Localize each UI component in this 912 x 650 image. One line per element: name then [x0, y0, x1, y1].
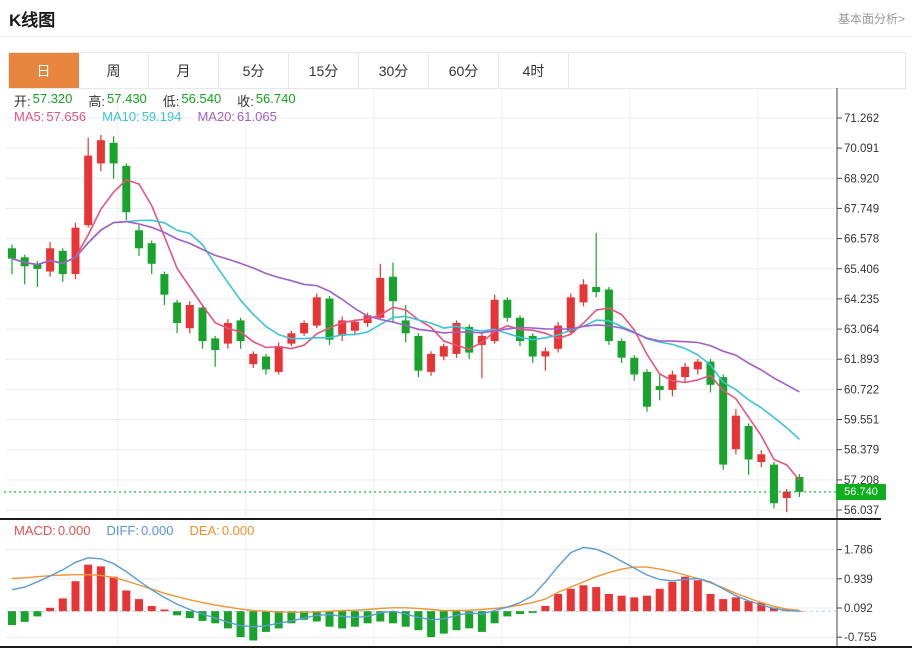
legend-label-open: 开: [14, 94, 31, 109]
tab-月[interactable]: 月 [149, 53, 219, 88]
legend-value-low: 56.540 [181, 91, 222, 106]
macd-legend: MACD: 0.000 DIFF: 0.000 DEA: 0.000 [14, 523, 254, 538]
timeframe-tab-bar: 日周月 5分 15分 30分 60分 4时 [8, 52, 906, 89]
ma-legend: MA5: 57.656 MA10: 59.194 MA20: 61.065 [14, 109, 277, 124]
legend-value-ma20: 61.065 [237, 109, 277, 124]
current-price-badge: 56.740 [836, 484, 886, 500]
ma20-line [11, 220, 800, 393]
dea-line [11, 566, 800, 613]
legend-value-open: 57.320 [32, 91, 73, 106]
tab-5分[interactable]: 5分 [219, 53, 289, 88]
legend-item-high: 高: 57.430 [88, 91, 146, 110]
axis-tick-label: 59.551 [844, 415, 879, 427]
legend-item-ma20: MA20: 61.065 [197, 109, 276, 124]
legend-item-diff: DIFF: 0.000 [106, 523, 173, 538]
axis-tick-label: 56.037 [844, 505, 879, 517]
legend-item-macd: MACD: 0.000 [14, 523, 90, 538]
grid-lines [6, 90, 836, 645]
legend-item-ma5: MA5: 57.656 [14, 109, 86, 124]
legend-label-high: 高: [88, 94, 106, 109]
axis-tick-label: 61.893 [844, 354, 879, 366]
legend-value-macd: 0.000 [57, 523, 91, 538]
y-axis: 71.262 70.091 68.920 67.749 66.578 65.406 64.2… [0, 88, 912, 648]
legend-label-diff: DIFF: [106, 523, 139, 538]
axis-tick-label: 68.920 [844, 173, 879, 185]
legend-item-ma10: MA10: 59.194 [102, 109, 181, 124]
ma10-line [11, 219, 800, 440]
candlesticks [8, 135, 804, 513]
tab-4时[interactable]: 4时 [499, 53, 569, 88]
legend-value-ma5: 57.656 [46, 109, 87, 124]
tab-15分[interactable]: 15分 [289, 53, 359, 88]
axis-tick-label: 57.208 [844, 475, 879, 487]
legend-item-low: 低: 56.540 [163, 91, 221, 110]
kline-chart-canvas[interactable]: 71.262 70.091 68.920 67.749 66.578 65.406 64.2… [0, 88, 912, 650]
legend-label-ma20: MA20: [197, 109, 236, 124]
legend-value-ma10: 59.194 [141, 109, 182, 124]
page-title: K线图 [9, 11, 56, 30]
legend-label-ma5: MA5: [14, 109, 45, 124]
axis-tick-label: 70.091 [844, 143, 879, 155]
axis-tick-label: 65.406 [844, 264, 879, 276]
axis-tick-label: 71.262 [844, 113, 879, 125]
legend-value-diff: 0.000 [140, 523, 174, 538]
macd-panel [6, 546, 836, 641]
tab-日[interactable]: 日 [9, 53, 79, 88]
legend-item-close: 收: 56.740 [237, 91, 295, 110]
legend-label-low: 低: [162, 94, 180, 109]
axis-tick-label: 1.786 [844, 545, 873, 557]
axis-tick-label: 58.379 [844, 445, 879, 457]
tab-周[interactable]: 周 [79, 53, 149, 88]
axis-tick-label: 66.578 [844, 234, 879, 246]
axis-tick-label: 64.235 [844, 294, 879, 306]
axis-tick-label: 67.749 [844, 203, 879, 215]
ohlc-legend: 开: 57.320 高: 57.430 低: 56.540 收: 56.740 [14, 91, 296, 110]
diff-line [11, 546, 800, 628]
ma5-line [11, 178, 801, 481]
legend-label-macd: MACD: [14, 523, 56, 538]
tab-60分[interactable]: 60分 [429, 53, 499, 88]
tab-30分[interactable]: 30分 [359, 53, 429, 88]
legend-value-dea: 0.000 [221, 523, 255, 538]
chart-area: 71.262 70.091 68.920 67.749 66.578 65.406 64.2… [0, 88, 912, 650]
axis-tick-label: 63.064 [844, 324, 880, 336]
axis-tick-label: 0.939 [844, 574, 873, 586]
fundamental-analysis-link[interactable]: 基本面分析> [837, 12, 905, 26]
legend-label-ma10: MA10: [102, 109, 140, 124]
legend-item-open: 开: 57.320 [14, 91, 72, 110]
legend-label-close: 收: [237, 94, 254, 109]
axis-tick-label: 60.722 [844, 384, 879, 396]
axis-tick-label: 0.092 [844, 603, 873, 615]
legend-label-dea: DEA: [189, 523, 220, 538]
legend-item-dea: DEA: 0.000 [189, 523, 254, 538]
axis-tick-label: -0.755 [844, 632, 877, 644]
header-divider [0, 36, 912, 37]
legend-value-close: 56.740 [255, 91, 296, 106]
legend-value-high: 57.430 [107, 91, 147, 106]
